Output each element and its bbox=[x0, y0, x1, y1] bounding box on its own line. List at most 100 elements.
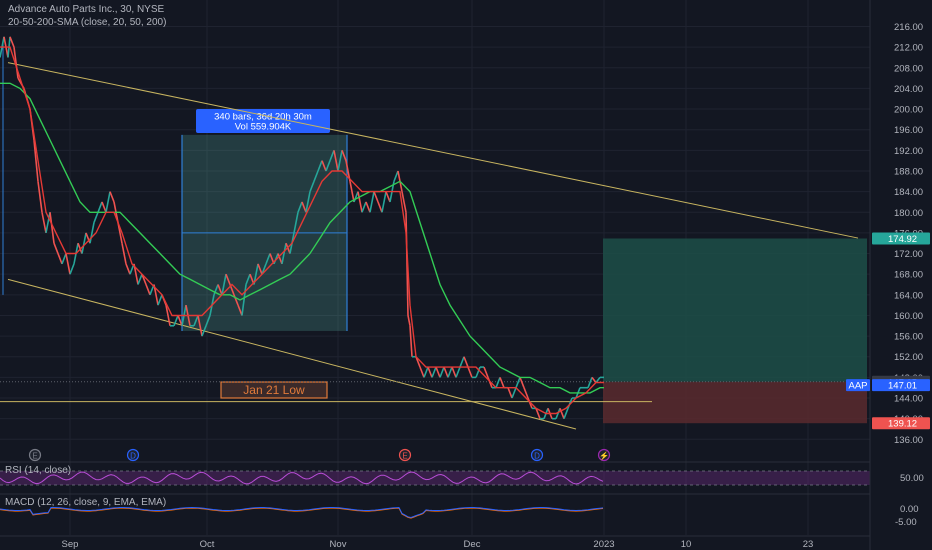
macd-line bbox=[0, 506, 604, 519]
price-segment bbox=[49, 212, 55, 244]
price-segment bbox=[69, 263, 75, 275]
price-segment bbox=[313, 170, 319, 182]
price-segment bbox=[37, 181, 43, 213]
price-segment bbox=[407, 315, 411, 326]
price-segment bbox=[401, 191, 407, 213]
measure-label-volume: Vol 559.904K bbox=[235, 122, 292, 133]
price-segment bbox=[523, 387, 529, 399]
event-marker-2: E bbox=[398, 448, 412, 462]
event-marker-label: E bbox=[32, 452, 37, 461]
sma50-line bbox=[0, 82, 604, 394]
price-segment bbox=[157, 294, 163, 306]
price-segment bbox=[241, 284, 247, 316]
price-segment bbox=[105, 191, 111, 213]
time-tick-label: 23 bbox=[803, 539, 814, 550]
price-segment bbox=[293, 212, 299, 234]
price-segment bbox=[535, 408, 541, 419]
price-tick-label: 196.00 bbox=[894, 125, 923, 136]
symbol-tag-label: AAP bbox=[848, 381, 867, 392]
price-segment bbox=[57, 253, 63, 265]
time-tick-label: Sep bbox=[62, 539, 79, 550]
price-segment bbox=[225, 273, 231, 285]
price-segment bbox=[265, 253, 271, 265]
price-segment bbox=[145, 284, 151, 296]
price-segment bbox=[555, 408, 561, 419]
stop-zone bbox=[603, 381, 867, 424]
price-segment bbox=[447, 366, 453, 378]
price-segment bbox=[97, 201, 103, 213]
macd-signal-line bbox=[0, 507, 604, 519]
price-segment bbox=[237, 304, 243, 316]
price-tick-label: 152.00 bbox=[894, 352, 923, 363]
price-segment bbox=[443, 366, 449, 378]
event-marker-label: ⚡ bbox=[599, 451, 609, 461]
macd-tick-label: -5.00 bbox=[895, 517, 917, 528]
price-segment bbox=[53, 242, 59, 254]
price-segment bbox=[257, 263, 263, 275]
price-segment bbox=[217, 284, 223, 296]
price-segment bbox=[177, 315, 183, 327]
price-segment bbox=[415, 356, 421, 368]
event-marker-3: D bbox=[530, 448, 544, 462]
price-segment bbox=[519, 377, 525, 388]
price-tick-label: 184.00 bbox=[894, 187, 923, 198]
price-segment bbox=[451, 366, 457, 378]
price-segment bbox=[61, 253, 67, 265]
price-segment bbox=[515, 377, 521, 388]
event-marker-label: D bbox=[130, 452, 136, 461]
price-segment bbox=[321, 160, 327, 172]
price-segment bbox=[101, 201, 107, 213]
price-segment bbox=[333, 150, 339, 172]
price-segment bbox=[201, 325, 207, 337]
price-segment bbox=[305, 191, 311, 213]
price-tick-label: 200.00 bbox=[894, 105, 923, 116]
price-segment bbox=[81, 232, 87, 254]
price-segment bbox=[499, 377, 505, 388]
sma-indicator-label: 20-50-200-SMA (close, 20, 50, 200) bbox=[8, 17, 167, 28]
price-segment bbox=[439, 366, 445, 378]
rsi-label: RSI (14, close) bbox=[5, 465, 72, 476]
trendline-1 bbox=[7, 278, 577, 430]
price-segment bbox=[121, 243, 127, 265]
price-segment bbox=[459, 356, 465, 368]
time-tick-label: 2023 bbox=[593, 539, 614, 550]
price-segment bbox=[563, 408, 569, 419]
price-segment bbox=[93, 211, 99, 223]
price-segment bbox=[165, 304, 171, 326]
price-segment bbox=[325, 160, 331, 172]
annotation-jan21-low: Jan 21 Low bbox=[243, 383, 305, 397]
price-segment bbox=[369, 191, 375, 213]
symbol-tag-bg bbox=[846, 379, 870, 392]
price-segment bbox=[385, 191, 391, 203]
price-segment bbox=[285, 242, 291, 254]
price-tick-label: 160.00 bbox=[894, 311, 923, 322]
price-segment bbox=[357, 191, 363, 213]
price-segment bbox=[591, 376, 597, 384]
price-segment bbox=[205, 315, 211, 327]
price-segment bbox=[85, 232, 91, 244]
price-segment bbox=[361, 201, 367, 213]
price-segment bbox=[487, 377, 493, 388]
price-segment bbox=[137, 273, 143, 285]
price-segment bbox=[281, 243, 287, 265]
price-segment bbox=[483, 366, 489, 378]
time-tick-label: Dec bbox=[464, 539, 481, 550]
price-segment bbox=[45, 212, 51, 234]
price-segment bbox=[419, 366, 425, 378]
price-segment bbox=[455, 366, 461, 378]
price-segment bbox=[309, 181, 315, 192]
chart-title: Advance Auto Parts Inc., 30, NYSE bbox=[8, 4, 165, 15]
price-tick-label: 164.00 bbox=[894, 290, 923, 301]
price-tick-label: 212.00 bbox=[894, 43, 923, 54]
price-tick-label: 144.00 bbox=[894, 394, 923, 405]
event-marker-label: D bbox=[534, 452, 540, 461]
sma20-line bbox=[0, 46, 604, 415]
trendline-0 bbox=[7, 62, 859, 239]
price-segment bbox=[377, 201, 383, 213]
price-tag-label: 174.92 bbox=[888, 234, 917, 245]
price-segment bbox=[431, 366, 437, 378]
rsi-line bbox=[0, 471, 604, 485]
price-segment bbox=[141, 273, 147, 285]
rsi-tick-label: 50.00 bbox=[900, 473, 924, 484]
